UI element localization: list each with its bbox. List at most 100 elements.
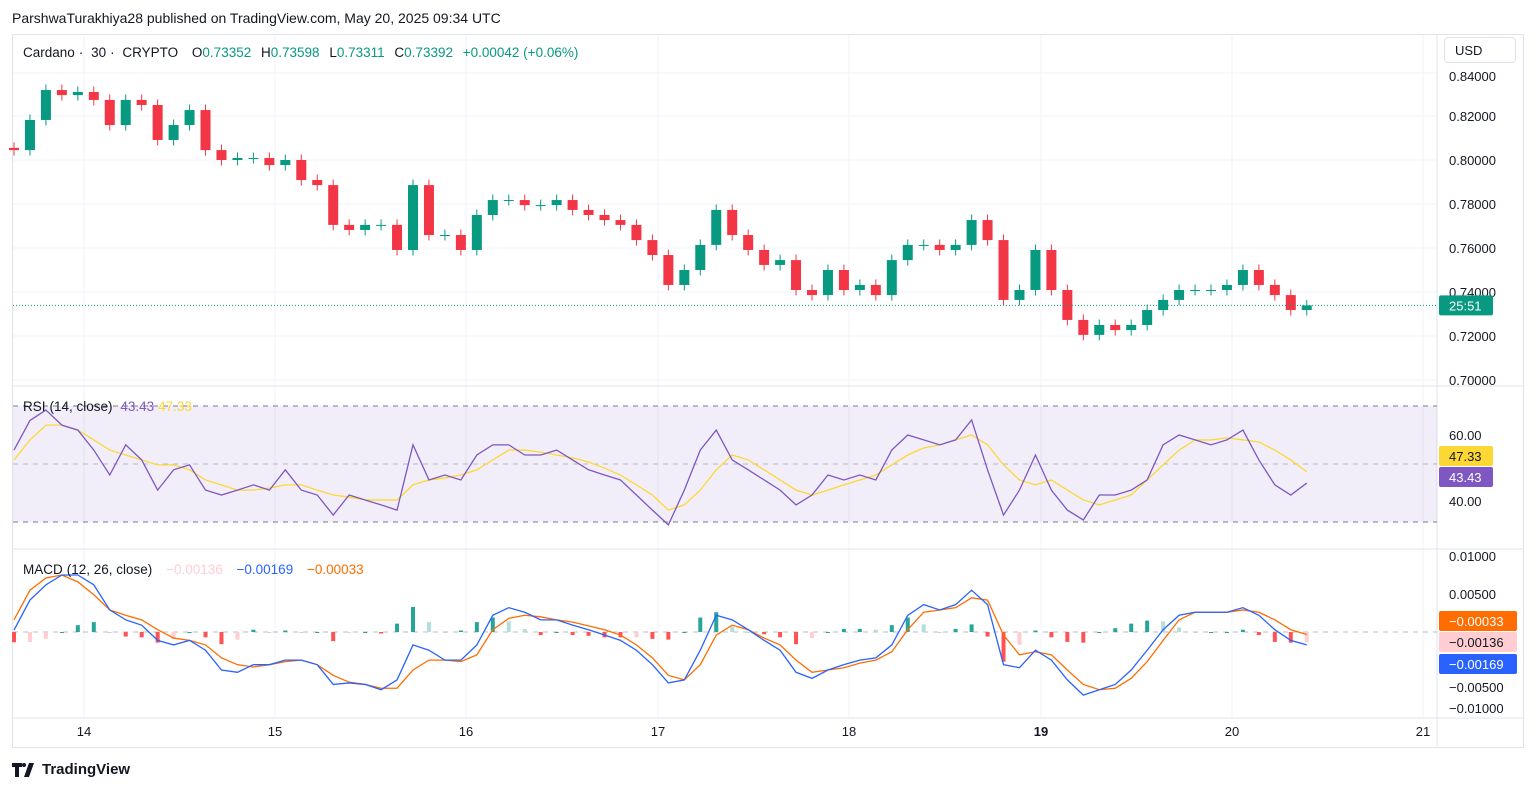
candle-body [1078,319,1089,335]
open-label: O [191,45,203,60]
candle-body [328,185,339,225]
candle-body [376,224,387,226]
candle-body [1221,284,1232,291]
time-tick-label: 20 [1225,724,1239,739]
candle-body [535,205,546,207]
candle-body [743,235,754,250]
candle-body [264,158,275,166]
rsi-params: (14, close) [49,399,113,414]
macd-histogram-bar [426,622,431,632]
low-label: L [329,45,337,60]
macd-histogram-bar [1209,632,1213,633]
macd-histogram-bar [969,624,974,632]
candle-body [775,260,786,265]
candle-body [1142,310,1153,325]
rsi-axis-label-bg [1439,467,1493,487]
macd-histogram-bar [1272,632,1277,642]
candle-body [870,284,881,296]
rsi-legend[interactable]: RSI (14, close) 43.43 47.33 [23,399,196,414]
macd-histogram-bar [857,628,862,632]
macd-histogram-bar [666,632,671,640]
macd-histogram-bar [714,612,719,632]
macd-name: MACD [23,562,63,577]
macd-histogram-bar [921,624,926,632]
candle-body [727,209,738,236]
candle-body [966,220,977,245]
candle-body [1237,270,1248,285]
countdown-label-bg [1439,295,1493,316]
symbol-name[interactable]: Cardano [23,45,75,60]
rsi-ma-line [13,424,1308,511]
macd-histogram-bar [1049,632,1054,638]
macd-histogram-bar [1113,628,1118,632]
macd-histogram-bar [1240,629,1245,632]
candle-body [471,215,482,250]
high-number: 0.73598 [270,45,320,60]
macd-histogram-bar [1256,632,1261,636]
currency-button[interactable]: USD [1444,37,1516,63]
macd-histogram-bar [506,621,511,632]
candle-body [423,185,434,236]
separator: · [110,45,115,60]
time-tick-label: 14 [77,724,91,739]
macd-histogram-bar [139,632,144,638]
candle-body [583,209,594,215]
macd-histogram-bar [778,632,783,638]
candle-body [1046,249,1057,291]
low-value: L0.73311 [329,45,384,60]
candle-body [807,290,817,296]
candle-body [280,160,291,166]
rsi-value: 43.43 [120,399,155,414]
candle-body [136,99,147,105]
symbol-legend[interactable]: Cardano · 30 · CRYPTO O0.73352 H0.73598 L0… [23,45,582,60]
macd-params: (12, 26, close) [66,562,153,577]
candle-body [344,224,355,230]
candle-body [1062,290,1073,320]
macd-histogram-bar [123,632,128,637]
macd-histogram-bar [762,632,767,635]
candle-body [519,200,530,206]
macd-histogram-bar [59,632,64,633]
price-tick-label: 0.80000 [1449,153,1496,168]
macd-histogram-bar [299,632,304,633]
candle-body [392,224,403,250]
macd-histogram-bar [1129,623,1134,632]
time-tick-label: 15 [268,724,282,739]
macd-signal-axis-label: −0.00033 [1449,614,1504,629]
time-tick-label: 16 [459,724,473,739]
macd-histogram-bar [411,606,415,632]
close-label: C [394,45,405,60]
candle-body [615,220,626,225]
candle-body [1014,290,1025,300]
macd-histogram-bar [1177,627,1182,632]
candle-body [1110,325,1121,331]
candle-body [1094,325,1105,335]
candle-body [408,185,418,250]
candle-body [1030,249,1041,291]
open-value: O0.73352 [192,45,251,60]
candle-body [72,92,83,96]
macd-histogram-bar [379,632,384,634]
rsi-ma-axis-label-bg [1439,446,1493,466]
macd-histogram-bar [905,617,910,632]
macd-legend[interactable]: MACD (12, 26, close) −0.00136 −0.00169 −0… [23,562,368,577]
macd-histogram-bar [873,629,878,632]
macd-histogram-bar [841,628,846,632]
candle-body [1269,284,1280,296]
candle-body [360,224,371,230]
tradingview-logo[interactable]: TradingView [12,761,130,778]
macd-line [13,574,1307,696]
candle-body [551,200,562,206]
interval[interactable]: 30 [91,45,107,60]
candle-body [647,240,658,256]
candle-body [918,244,929,246]
candle-body [120,99,131,126]
price-tick-label: 0.78000 [1449,197,1496,212]
macd-histogram-bar [825,632,830,633]
candle-body [88,92,99,100]
macd-histogram-bar [746,632,751,633]
candle-body [934,244,945,250]
tradingview-logo-icon [12,762,34,777]
candle-body [1285,295,1296,311]
